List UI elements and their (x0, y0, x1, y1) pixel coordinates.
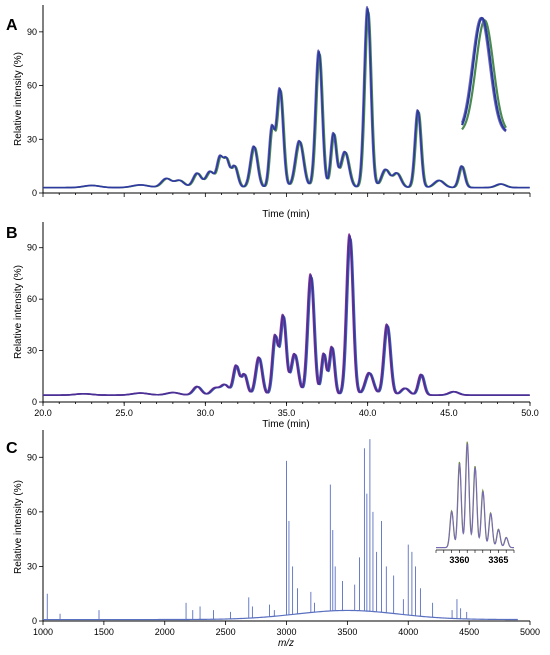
x-tick-label: 2500 (216, 627, 236, 637)
y-tick-label: 60 (27, 507, 37, 517)
panel-a-y-axis-title: Relative intensity (%) (13, 52, 24, 146)
x-tick-label: 35.0 (278, 408, 296, 418)
inset-x-tick-label: 3360 (449, 555, 469, 565)
x-tick-label: 2000 (155, 627, 175, 637)
panel-b-y-ticks: 0 30 60 90 (27, 243, 43, 407)
chromatogram-trace (42, 233, 531, 396)
panel-b-x-ticks: 20.0 25.0 30.0 35.0 40.0 45.0 50.0 (34, 402, 539, 418)
panel-c: C 0 30 60 90 1000 1500 2000 2500 3000 3500 4000 45… (6, 430, 540, 649)
y-tick-label: 0 (32, 397, 37, 407)
panel-b-letter: B (6, 225, 18, 242)
panel-a: A 0 30 60 90 Relative intensity (%) Time (m… (6, 5, 531, 220)
x-tick-label: 1500 (94, 627, 114, 637)
x-tick-label: 3500 (337, 627, 357, 637)
x-tick-label: 25.0 (115, 408, 133, 418)
panel-c-letter: C (6, 440, 18, 457)
x-tick-label: 30.0 (197, 408, 215, 418)
x-tick-label: 40.0 (359, 408, 377, 418)
panel-b: B 0 30 60 90 20.0 25.0 30.0 35.0 40.0 45.0 50.0 R… (6, 222, 539, 430)
panel-b-traces (42, 233, 531, 396)
inset-trace (460, 16, 507, 132)
x-tick-label: 4500 (459, 627, 479, 637)
panel-a-x-ticks (42, 193, 531, 197)
panel-b-x-axis-title: Time (min) (262, 419, 309, 430)
y-tick-label: 30 (27, 561, 37, 571)
y-tick-label: 0 (32, 188, 37, 198)
panel-a-traces (42, 5, 531, 189)
chromatogram-trace (42, 11, 531, 189)
y-tick-label: 30 (27, 134, 37, 144)
y-tick-label: 90 (27, 452, 37, 462)
x-tick-label: 45.0 (440, 408, 458, 418)
y-tick-label: 0 (32, 616, 37, 626)
x-tick-label: 20.0 (34, 408, 52, 418)
spectrum-baseline (43, 609, 518, 621)
panel-a-x-axis-title: Time (min) (262, 209, 309, 220)
panel-c-spectrum (43, 439, 518, 621)
x-tick-label: 1000 (33, 627, 53, 637)
panel-a-y-ticks: 0 30 60 90 (27, 27, 43, 198)
inset-isotope-trace (436, 441, 514, 549)
panel-c-x-ticks: 1000 1500 2000 2500 3000 3500 4000 4500 5000 (33, 621, 540, 637)
inset-isotope-trace (436, 442, 514, 549)
panel-b-y-axis-title: Relative intensity (%) (13, 265, 24, 359)
panel-c-x-axis-title: m/z (278, 638, 294, 649)
y-tick-label: 90 (27, 27, 37, 37)
chromatogram-trace (42, 238, 531, 396)
y-tick-label: 60 (27, 294, 37, 304)
x-tick-label: 3000 (276, 627, 296, 637)
chromatogram-trace (42, 7, 531, 189)
panel-c-inset: 3360 3365 (435, 441, 515, 565)
y-tick-label: 30 (27, 346, 37, 356)
panel-c-y-axis-title: Relative intensity (%) (13, 480, 24, 574)
inset-trace (461, 19, 507, 131)
y-tick-label: 60 (27, 81, 37, 91)
chromatogram-trace (42, 234, 531, 396)
inset-x-tick-label: 3365 (488, 555, 508, 565)
x-tick-label: 5000 (520, 627, 540, 637)
x-tick-label: 4000 (398, 627, 418, 637)
panel-a-letter: A (6, 17, 18, 34)
x-tick-label: 50.0 (521, 408, 539, 418)
panel-a-inset (460, 16, 507, 133)
y-tick-label: 90 (27, 243, 37, 253)
panel-c-y-ticks: 0 30 60 90 (27, 452, 43, 626)
